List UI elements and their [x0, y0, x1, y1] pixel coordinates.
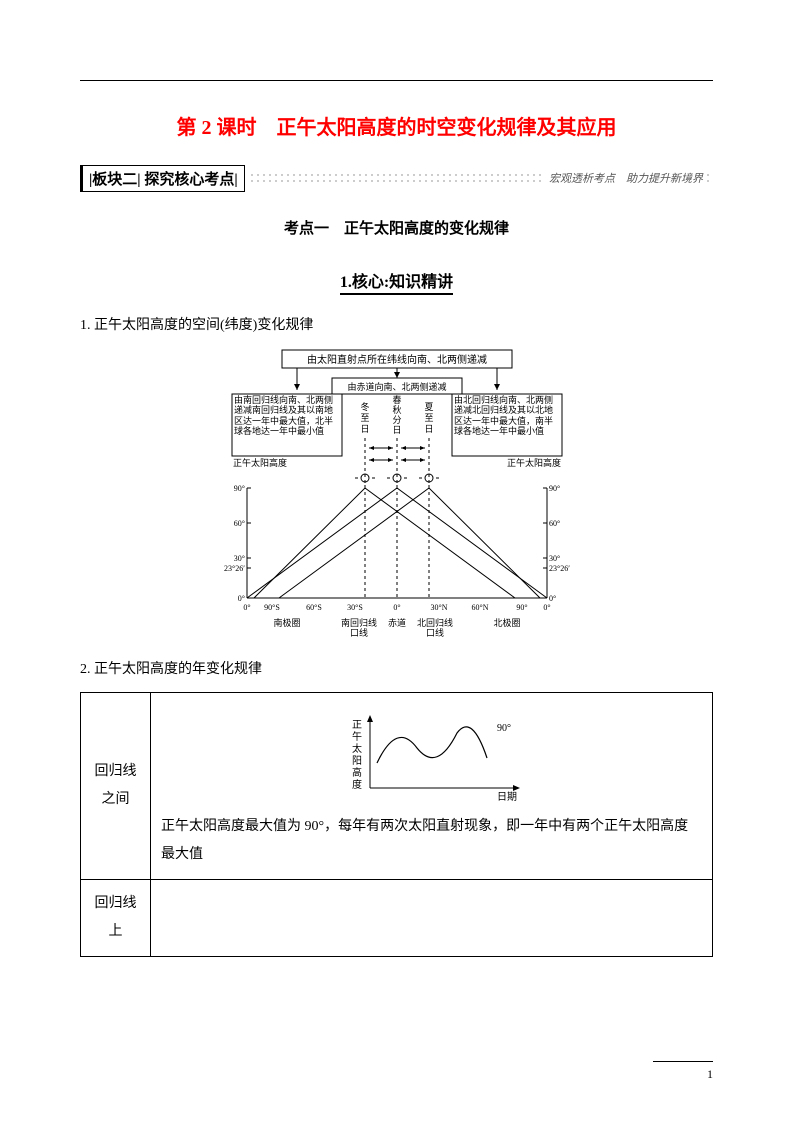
- spatial-diagram: 由太阳直射点所在纬线向南、北两侧递减 由赤道向南、北两侧递减 由南回归线向南、北…: [80, 348, 713, 638]
- annual-variation-table: 回归线之间 正 午 太 阳 高 度: [80, 692, 713, 957]
- page-number: 1: [707, 1067, 713, 1082]
- core-heading: 1.核心:知识精讲: [80, 268, 713, 292]
- diagram-col-summer: 夏: [424, 402, 433, 412]
- svg-text:度: 度: [352, 778, 362, 791]
- row1-text: 正午太阳高度最大值为 90°，每年有两次太阳直射现象，即一年中有两个正午太阳高度…: [161, 813, 702, 869]
- svg-text:23°26′: 23°26′: [224, 564, 245, 573]
- page-title: 第 2 课时 正午太阳高度的时空变化规律及其应用: [80, 111, 713, 140]
- paragraph-1: 1. 正午太阳高度的空间(纬度)变化规律: [80, 312, 713, 340]
- svg-text:0°: 0°: [243, 603, 250, 612]
- diagram-ylabel-left: 正午太阳高度: [232, 457, 286, 468]
- svg-text:分: 分: [392, 415, 401, 425]
- bottom-rule: [653, 1061, 713, 1062]
- svg-text:至: 至: [360, 413, 369, 423]
- section-bar-label: |板块二| 探究核心考点|: [80, 165, 245, 192]
- svg-text:赤道: 赤道: [387, 617, 405, 628]
- paragraph-2: 2. 正午太阳高度的年变化规律: [80, 656, 713, 684]
- svg-text:太: 太: [352, 742, 362, 755]
- svg-text:0°: 0°: [393, 603, 400, 612]
- svg-text:60°: 60°: [549, 519, 560, 528]
- row2-label: 回归线上: [81, 880, 151, 957]
- spatial-diagram-svg: 由太阳直射点所在纬线向南、北两侧递减 由赤道向南、北两侧递减 由南回归线向南、北…: [187, 348, 607, 638]
- svg-text:60°: 60°: [233, 519, 244, 528]
- svg-text:日期: 日期: [497, 791, 517, 803]
- svg-text:至: 至: [424, 413, 433, 423]
- svg-text:北极圈: 北极圈: [493, 617, 520, 628]
- svg-text:60°N: 60°N: [471, 603, 488, 612]
- svg-text:午: 午: [352, 730, 362, 743]
- section-bar: |板块二| 探究核心考点| 宏观透析考点 助力提升新境界: [80, 165, 713, 192]
- svg-text:0°: 0°: [237, 594, 244, 603]
- row2-content: [151, 880, 713, 957]
- svg-text:90°: 90°: [497, 723, 511, 734]
- svg-text:30°: 30°: [549, 554, 560, 563]
- svg-text:南极圈: 南极圈: [273, 617, 300, 628]
- svg-text:日: 日: [424, 424, 433, 434]
- diagram-right-text: 由北回归线向南、北两侧递减北回归线及其以北地区达一年中最大值，南半球各地达一年中…: [454, 395, 560, 436]
- diagram-top-text: 由太阳直射点所在纬线向南、北两侧递减: [307, 353, 487, 366]
- table-row: 回归线之间 正 午 太 阳 高 度: [81, 693, 713, 880]
- svg-text:日: 日: [392, 425, 401, 435]
- row1-content: 正 午 太 阳 高 度 90° 日期 正: [151, 693, 713, 880]
- svg-text:高: 高: [352, 766, 362, 779]
- mini-chart: 正 午 太 阳 高 度 90° 日期: [161, 703, 702, 803]
- svg-text:正: 正: [352, 720, 362, 731]
- top-rule: [80, 80, 713, 81]
- row1-label: 回归线之间: [81, 693, 151, 880]
- svg-text:23°26′: 23°26′: [549, 564, 570, 573]
- svg-text:南回归线: 南回归线: [340, 617, 376, 628]
- svg-text:日: 日: [360, 424, 369, 434]
- svg-text:0°: 0°: [549, 594, 556, 603]
- diagram-ylabel-right: 正午太阳高度: [507, 457, 561, 468]
- table-row: 回归线上: [81, 880, 713, 957]
- core-heading-prefix: 1.核心:: [340, 274, 389, 291]
- svg-text:30°S: 30°S: [347, 603, 363, 612]
- core-heading-main: 知识精讲: [389, 274, 453, 291]
- svg-text:90°: 90°: [549, 484, 560, 493]
- diagram-col-equinox: 春: [392, 394, 401, 405]
- diagram-mid-text: 由赤道向南、北两侧递减: [347, 381, 446, 392]
- diagram-col-winter: 冬: [360, 401, 369, 412]
- svg-text:90°S: 90°S: [264, 603, 280, 612]
- svg-text:北回归线: 北回归线: [416, 617, 452, 628]
- svg-text:90°: 90°: [516, 603, 527, 612]
- svg-text:60°S: 60°S: [306, 603, 322, 612]
- svg-text:30°N: 30°N: [430, 603, 447, 612]
- section-bar-subtitle: 宏观透析考点 助力提升新境界: [545, 170, 707, 186]
- svg-text:阳: 阳: [352, 755, 362, 767]
- svg-text:90°: 90°: [233, 484, 244, 493]
- svg-text:秋: 秋: [392, 404, 401, 415]
- svg-text:0°: 0°: [543, 603, 550, 612]
- diagram-left-text: 由南回归线向南、北两侧递减南回归线及其以南地区达一年中最大值，北半球各地达一年中…: [234, 395, 340, 436]
- svg-text:口线: 口线: [425, 627, 443, 638]
- svg-text:口线: 口线: [349, 627, 367, 638]
- exam-point-heading: 考点一 正午太阳高度的变化规律: [80, 217, 713, 238]
- svg-text:30°: 30°: [233, 554, 244, 563]
- section-bar-dots: 宏观透析考点 助力提升新境界: [249, 172, 713, 186]
